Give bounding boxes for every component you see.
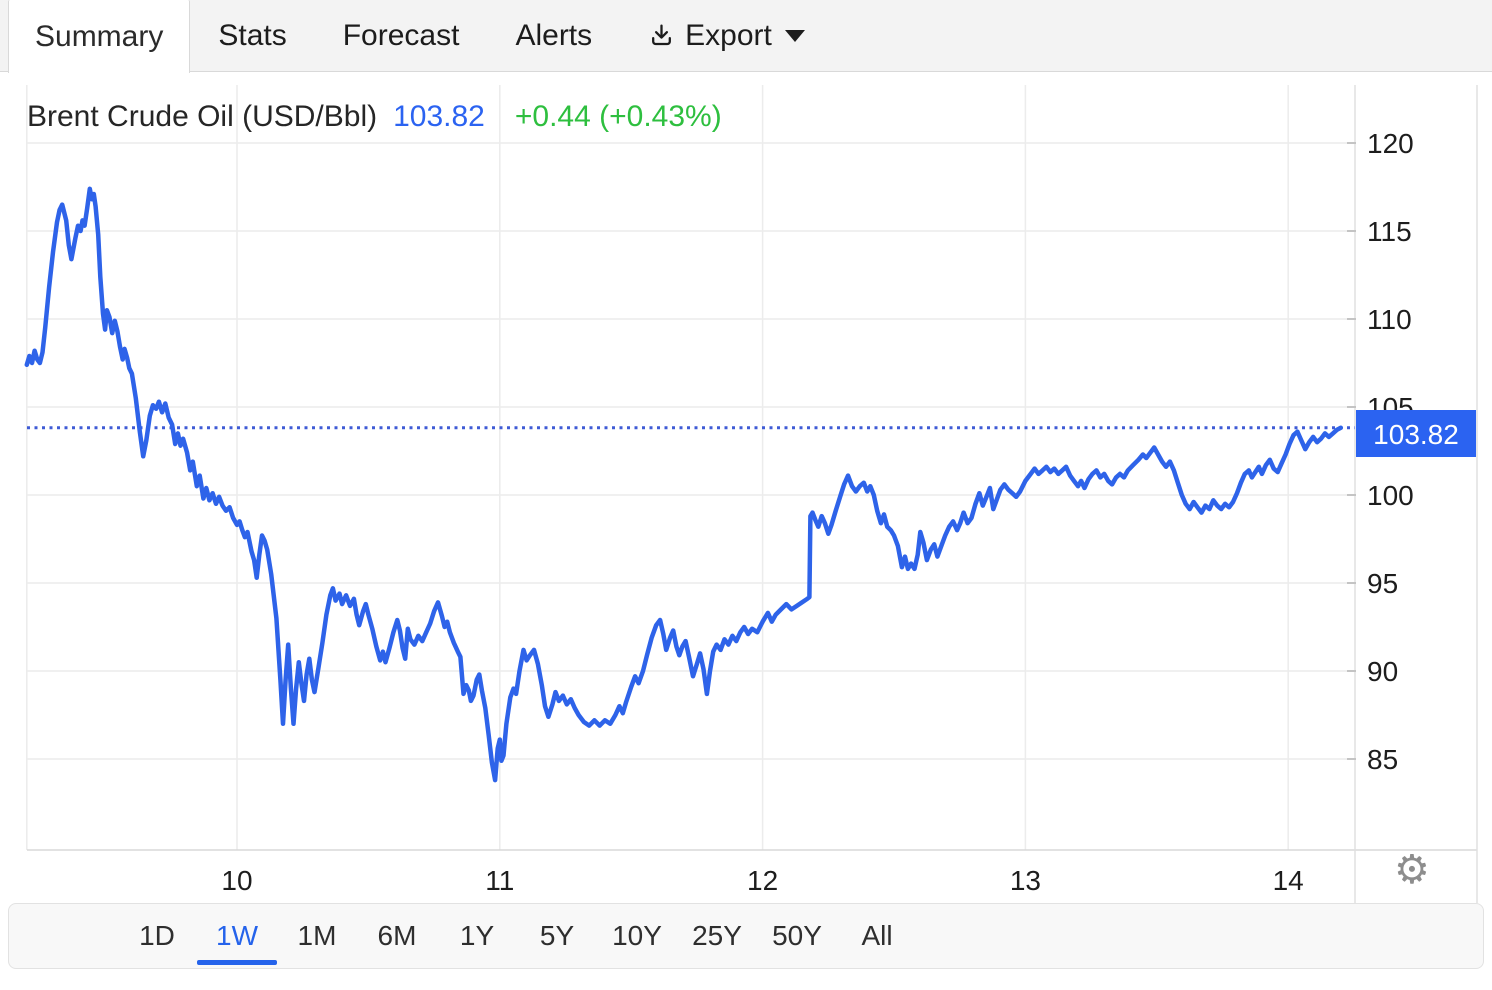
- last-price-text: 103.82: [393, 100, 485, 133]
- price-change-text: +0.44 (+0.43%): [514, 100, 722, 133]
- y-tick-label: 115: [1367, 216, 1412, 247]
- tab-summary[interactable]: Summary: [8, 0, 191, 73]
- instrument-name: Brent Crude Oil (USD/Bbl): [27, 100, 378, 133]
- range-1y[interactable]: 1Y: [459, 920, 495, 951]
- range-all[interactable]: All: [861, 920, 893, 951]
- last-price-badge: 103.82: [1356, 410, 1476, 457]
- tab-export[interactable]: Export: [620, 0, 833, 71]
- range-1w[interactable]: 1W: [207, 904, 267, 968]
- y-tick-label: 110: [1367, 304, 1412, 335]
- settings-gear-icon[interactable]: ⚙: [1394, 847, 1430, 893]
- range-1d[interactable]: 1D: [139, 920, 175, 951]
- gridlines: [26, 85, 1478, 903]
- y-axis-ticks: [1347, 142, 1356, 760]
- y-tick-label: 120: [1367, 128, 1414, 159]
- range-50y[interactable]: 50Y: [772, 920, 822, 951]
- range-25y[interactable]: 25Y: [692, 920, 742, 951]
- x-tick-label: 14: [1273, 865, 1304, 896]
- y-tick-label: 90: [1367, 656, 1398, 687]
- x-tick-label: 10: [221, 865, 252, 896]
- tab-alerts[interactable]: Alerts: [515, 18, 593, 52]
- caret-down-icon: [784, 29, 805, 42]
- last-price-badge-value: 103.82: [1373, 419, 1459, 450]
- range-6m[interactable]: 6M: [377, 920, 417, 951]
- tab-forecast[interactable]: Forecast: [342, 18, 460, 52]
- price-series: [24, 186, 1344, 783]
- download-icon: [648, 22, 675, 49]
- x-tick-label: 11: [485, 865, 514, 896]
- chart-title: Brent Crude Oil (USD/Bbl) 103.82 +0.44 (…: [27, 100, 722, 134]
- x-tick-label: 13: [1010, 865, 1041, 896]
- range-5y[interactable]: 5Y: [539, 920, 575, 951]
- y-tick-label: 95: [1367, 568, 1398, 599]
- tab-bar: Summary Stats Forecast Alerts Export: [0, 0, 1492, 73]
- tab-export-label: Export: [685, 18, 772, 52]
- range-10y[interactable]: 10Y: [612, 920, 662, 951]
- y-tick-label: 85: [1367, 744, 1398, 775]
- x-axis-labels: 10 11 12 13 14: [221, 865, 1303, 896]
- tab-stats[interactable]: Stats: [218, 18, 287, 52]
- x-tick-label: 12: [747, 865, 778, 896]
- range-1m[interactable]: 1M: [297, 920, 337, 951]
- y-tick-label: 100: [1367, 480, 1414, 511]
- range-bar: 1D 1W 1M 6M 1Y 5Y 10Y 25Y 50Y All: [8, 903, 1484, 969]
